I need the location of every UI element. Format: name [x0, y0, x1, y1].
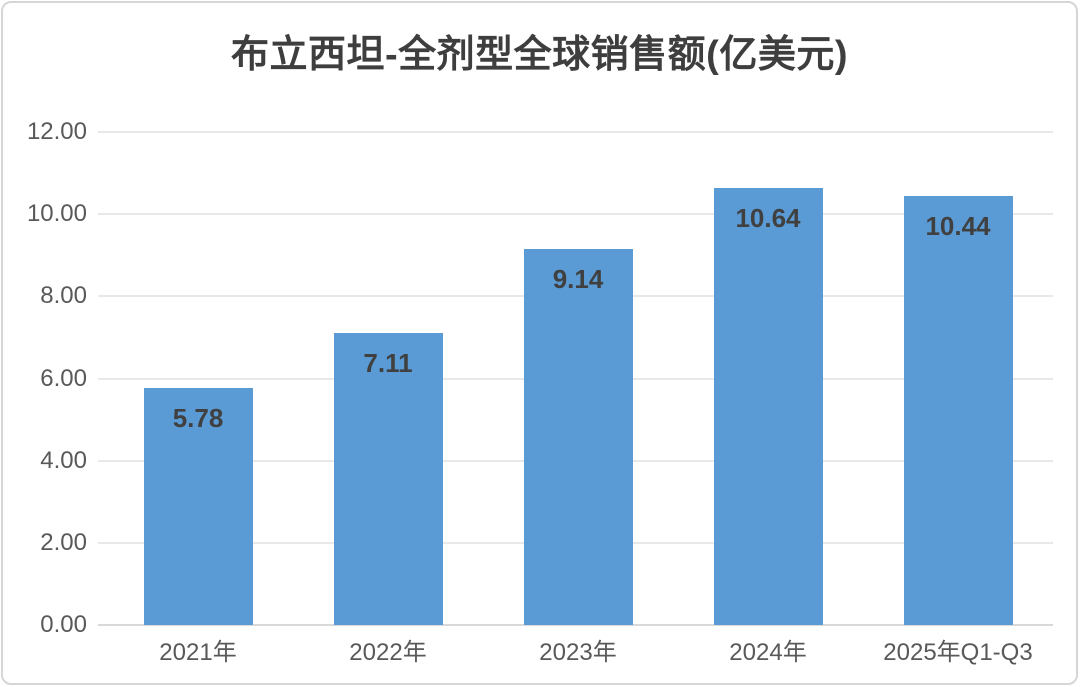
y-axis-tick-label: 10.00	[26, 200, 87, 228]
x-axis-label: 2022年	[349, 639, 427, 666]
y-axis-tick-label: 2.00	[40, 528, 87, 556]
bar	[903, 196, 1013, 625]
x-axis-label: 2024年	[729, 639, 807, 666]
y-axis-tick-label: 4.00	[40, 446, 87, 474]
bar-value-label: 10.44	[925, 211, 991, 242]
y-axis-tick-label: 8.00	[40, 282, 87, 310]
bar-value-label: 10.64	[735, 202, 801, 233]
x-axis-line	[98, 624, 1053, 626]
gridline	[98, 131, 1053, 133]
bar-value-label: 9.14	[552, 264, 604, 295]
y-axis-tick-label: 12.00	[26, 118, 87, 145]
bar-value-label: 5.78	[172, 402, 224, 433]
bar	[523, 249, 633, 625]
y-axis-tick-label: 6.00	[40, 364, 87, 392]
x-axis-label: 2025年Q1-Q3	[883, 639, 1033, 666]
bar	[143, 387, 253, 625]
plot-area: 0.00 2.00 4.00 6.00 8.00 10.00 12.00 5.78 2021年 7…	[3, 3, 1076, 683]
chart-title: 布立西坦-全剂型全球销售额(亿美元)	[231, 34, 848, 76]
gridline	[98, 213, 1053, 216]
bar-value-label: 7.11	[363, 347, 413, 378]
x-axis-label: 2023年	[539, 639, 617, 666]
bar	[333, 332, 443, 625]
bar	[713, 187, 823, 625]
x-axis-label: 2021年	[159, 639, 237, 666]
y-axis-tick-label: 0.00	[40, 611, 87, 638]
